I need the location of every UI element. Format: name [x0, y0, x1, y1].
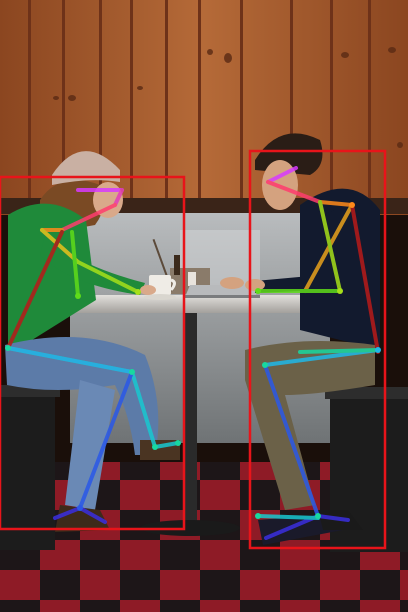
- bounding-box-man: [248, 149, 387, 550]
- man: [220, 133, 380, 545]
- table: [55, 295, 323, 536]
- booth-bench: [0, 385, 408, 552]
- pose-keypoints-woman: [5, 289, 181, 511]
- pose-keypoints-man: [255, 202, 381, 519]
- bounding-box-woman: [0, 175, 186, 531]
- pose-skeleton-man: [256, 166, 380, 540]
- woman: [5, 151, 180, 532]
- laptop: [185, 285, 260, 298]
- pose-skeleton-woman: [6, 188, 180, 524]
